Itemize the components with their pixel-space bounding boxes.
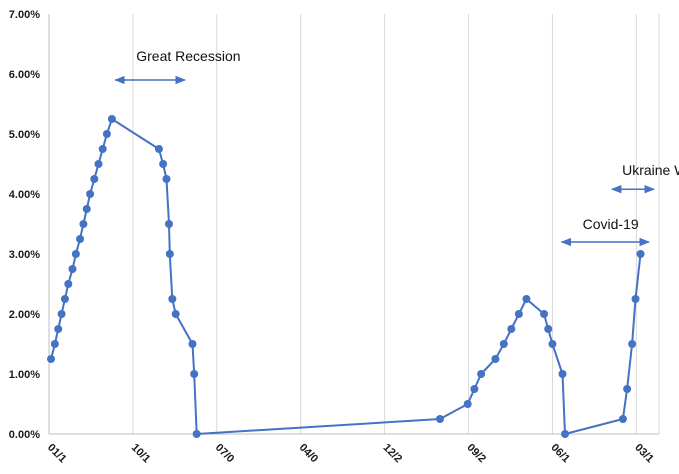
axes [48,14,659,435]
data-point [60,295,69,303]
y-tick-label: 7.00% [9,9,40,21]
data-point [631,295,640,303]
data-point [164,220,173,228]
data-point [470,385,479,393]
data-point [82,205,91,213]
x-tick-label: 04/0 [297,442,321,466]
data-point [436,415,445,423]
data-point [54,325,63,333]
annotation-label: Covid-19 [583,216,639,232]
data-point [463,400,472,408]
data-point [544,325,553,333]
x-tick-label: 09/2 [464,442,488,466]
data-point [540,310,549,318]
data-point [79,220,88,228]
data-point [154,145,163,153]
x-tick-label: 12/2 [381,442,405,466]
data-point [86,190,95,198]
y-tick-label: 6.00% [9,69,40,81]
data-point [628,340,637,348]
data-point [102,130,111,138]
data-point [162,175,171,183]
data-point [636,250,645,258]
x-axis-tick-labels: 01/1 10/1 07/0 04/0 12/2 09/2 06/1 03/1 [45,442,656,466]
y-tick-label: 4.00% [9,189,40,201]
y-tick-label: 3.00% [9,249,40,261]
data-point [192,430,201,438]
data-point [477,370,486,378]
data-point [514,310,523,318]
data-point [76,235,85,243]
data-point [57,310,66,318]
data-point [68,265,77,273]
x-tick-label: 03/1 [632,442,656,466]
data-point [188,340,197,348]
data-point [107,115,116,123]
data-point [90,175,99,183]
y-axis-tick-labels: 0.00% 1.00% 2.00% 3.00% 4.00% 5.00% 6.00% 7.00% [9,9,40,441]
data-point [548,340,557,348]
data-point [561,430,570,438]
data-point [50,340,59,348]
data-point [47,355,56,363]
data-point [499,340,508,348]
annotation-label: Great Recession [136,48,240,64]
data-point [64,280,73,288]
data-point [168,295,177,303]
data-point [623,385,632,393]
x-tick-label: 01/1 [45,442,69,466]
data-point [190,370,199,378]
annotations: Great Recession Covid-19 Ukraine War [114,48,679,247]
y-tick-label: 0.00% [9,429,40,441]
series-line [50,118,642,435]
y-tick-label: 5.00% [9,129,40,141]
data-point [98,145,107,153]
data-point [507,325,516,333]
data-point [522,295,531,303]
data-point [618,415,627,423]
data-point [491,355,500,363]
x-tick-label: 06/1 [548,442,572,466]
data-point [165,250,174,258]
data-point [71,250,80,258]
annotation-label: Ukraine War [622,162,679,178]
y-tick-label: 2.00% [9,309,40,321]
x-tick-label: 10/1 [129,442,153,466]
grid-lines [132,14,660,434]
data-point [558,370,567,378]
x-tick-label: 07/0 [213,442,237,466]
y-tick-label: 1.00% [9,369,40,381]
data-point [171,310,180,318]
data-point [94,160,103,168]
series-rate-line [47,115,645,438]
data-point [159,160,168,168]
